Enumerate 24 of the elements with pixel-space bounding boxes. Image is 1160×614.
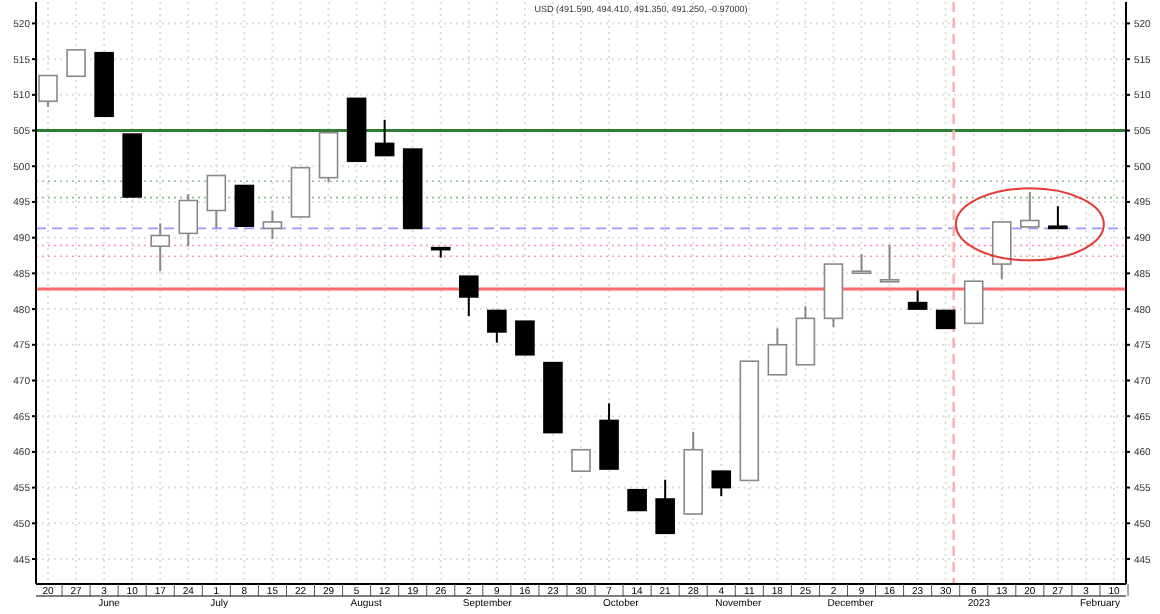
candlestick	[487, 309, 507, 344]
candlestick	[374, 118, 395, 157]
candlestick	[879, 243, 900, 283]
candlestick	[711, 470, 732, 498]
candlestick	[178, 193, 199, 248]
candlestick	[1020, 190, 1040, 228]
candlestick	[991, 220, 1012, 281]
candlestick	[627, 488, 647, 512]
candlestick	[458, 275, 479, 318]
candlestick	[655, 478, 675, 535]
candlestick	[907, 289, 928, 311]
candlestick	[515, 320, 535, 356]
candlestick	[571, 448, 591, 472]
candlestick	[206, 174, 227, 230]
candlestick	[234, 184, 255, 228]
candlestick	[795, 305, 816, 366]
candlestick	[963, 280, 984, 325]
candlestick	[38, 74, 58, 108]
candlestick	[262, 209, 283, 241]
candlestick	[150, 222, 171, 273]
candlestick	[767, 327, 788, 376]
candlestick	[318, 131, 339, 183]
candlestick	[1048, 205, 1068, 230]
candlestick	[66, 49, 86, 78]
